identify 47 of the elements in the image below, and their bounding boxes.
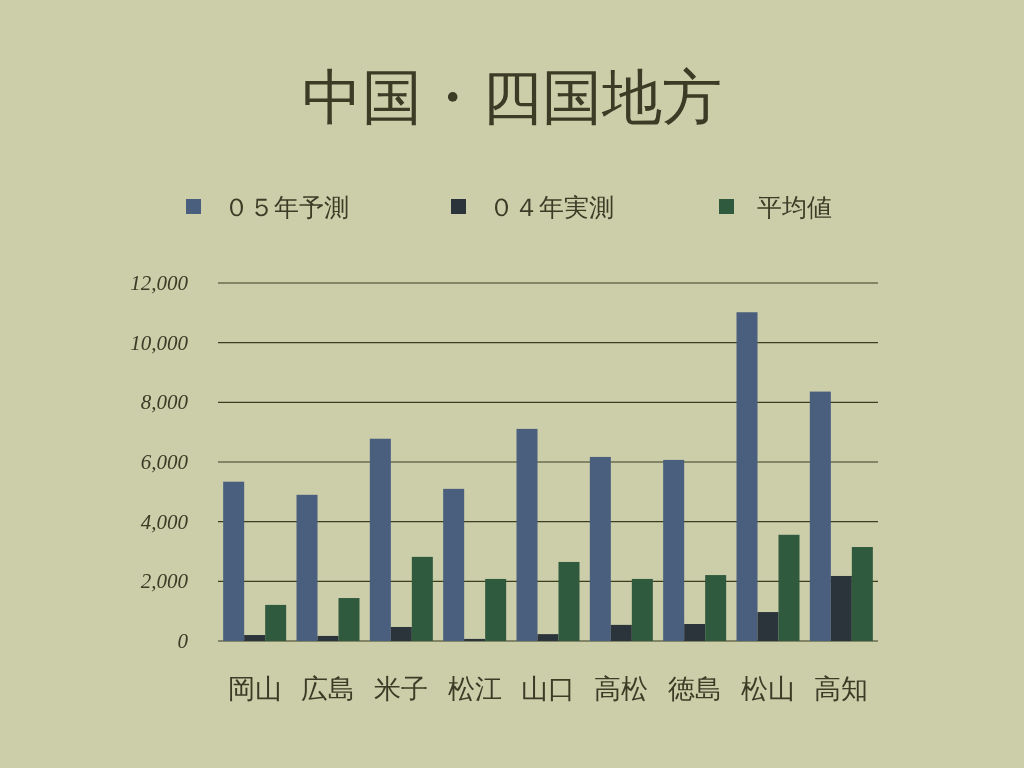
- bar: [390, 626, 412, 641]
- bar: [317, 635, 339, 641]
- bar: [369, 438, 391, 641]
- legend-label: ０５年予測: [224, 194, 349, 221]
- y-tick-label: 12,000: [130, 271, 189, 295]
- bar: [516, 428, 538, 641]
- bar: [610, 624, 632, 641]
- bar: [244, 635, 266, 641]
- x-tick-label: 岡山: [227, 674, 282, 704]
- bar: [631, 578, 653, 641]
- y-tick-label: 6,000: [140, 450, 189, 474]
- x-tick-label: 松江: [447, 674, 502, 704]
- x-tick-label: 高松: [594, 674, 649, 704]
- x-tick-label: 高知: [814, 674, 869, 704]
- bar: [537, 634, 559, 641]
- x-tick-label: 広島: [301, 674, 355, 704]
- y-tick-label: 8,000: [140, 390, 189, 415]
- bar: [223, 481, 245, 641]
- x-tick-label: 徳島: [667, 674, 722, 704]
- bar: [684, 624, 706, 641]
- bar: [830, 575, 852, 641]
- x-tick-label: 松山: [741, 674, 795, 704]
- bar: [411, 556, 433, 641]
- y-tick-label: 2,000: [140, 569, 189, 594]
- x-tick-label: 米子: [374, 674, 429, 704]
- bar: [757, 612, 779, 641]
- y-tick-label: 4,000: [140, 509, 189, 534]
- bar: [338, 598, 360, 641]
- bar: [265, 604, 287, 641]
- bar: [464, 638, 486, 641]
- bar: [589, 456, 611, 641]
- bar: [809, 391, 831, 641]
- bar: [705, 575, 727, 641]
- bar: [736, 312, 758, 641]
- bar: [296, 494, 318, 641]
- bar: [443, 488, 465, 641]
- bar: [778, 534, 800, 641]
- legend-label: 平均値: [757, 194, 832, 221]
- x-tick-label: 山口: [521, 674, 575, 704]
- y-tick-label: 10,000: [130, 330, 189, 355]
- bar: [485, 578, 507, 641]
- legend-label: ０４年実測: [489, 194, 614, 221]
- y-tick-label: 0: [177, 629, 189, 653]
- chart-title: 中国・四国地方: [302, 65, 722, 131]
- bar: [558, 561, 580, 641]
- bar: [851, 547, 873, 641]
- bar: [663, 459, 685, 641]
